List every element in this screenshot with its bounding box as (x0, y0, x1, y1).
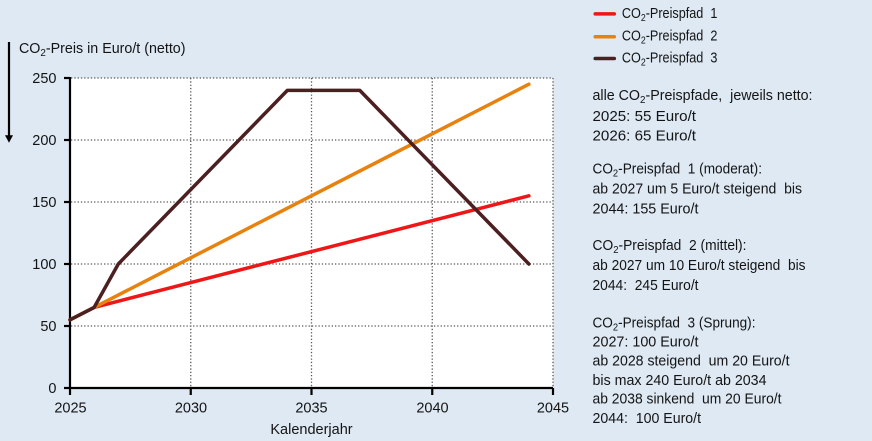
svg-text:2025: 55 Euro/t: 2025: 55 Euro/t (593, 109, 697, 125)
svg-text:alle CO2-Preispfade, jeweils: alle CO2-Preispfade, jeweils netto: (593, 88, 813, 106)
svg-text:CO2-Preispfad 3: CO2-Preispfad 3 (622, 51, 718, 69)
svg-text:0: 0 (48, 381, 56, 397)
svg-text:2040: 2040 (416, 401, 448, 417)
svg-text:2044: 245 Euro/t: 2044: 245 Euro/t (593, 278, 699, 294)
svg-text:ab 2027 um 10 Euro/t steigend: ab 2027 um 10 Euro/t steigend bis (593, 258, 806, 274)
svg-text:CO2-Preispfad 3 (Sprung):: CO2-Preispfad 3 (Sprung): (593, 316, 756, 334)
svg-text:2044: 155 Euro/t: 2044: 155 Euro/t (593, 201, 699, 217)
svg-text:100: 100 (32, 257, 56, 273)
svg-text:CO2-Preispfad 1: CO2-Preispfad 1 (622, 6, 718, 24)
svg-text:bis max 240 Euro/t ab 2034: bis max 240 Euro/t ab 2034 (593, 373, 767, 389)
svg-text:250: 250 (32, 71, 56, 87)
svg-text:50: 50 (40, 319, 56, 335)
svg-text:CO2-Preispfad 1 (moderat):: CO2-Preispfad 1 (moderat): (593, 162, 763, 180)
svg-text:2026: 65 Euro/t: 2026: 65 Euro/t (593, 129, 697, 145)
svg-text:ab 2038 sinkend um 20 Euro/t: ab 2038 sinkend um 20 Euro/t (593, 392, 782, 408)
svg-text:2025: 2025 (54, 401, 86, 417)
svg-text:CO2-Preispfad 2 (mittel):: CO2-Preispfad 2 (mittel): (593, 238, 747, 256)
svg-text:150: 150 (32, 195, 56, 211)
svg-text:Kalenderjahr: Kalenderjahr (270, 422, 352, 438)
svg-text:CO2-Preis in Euro/t (netto): CO2-Preis in Euro/t (netto) (19, 41, 186, 59)
svg-text:2027: 100 Euro/t: 2027: 100 Euro/t (593, 335, 699, 351)
svg-text:2030: 2030 (175, 401, 207, 417)
svg-text:200: 200 (32, 133, 56, 149)
svg-text:2044: 100 Euro/t: 2044: 100 Euro/t (593, 411, 702, 427)
svg-text:2035: 2035 (295, 401, 327, 417)
svg-text:2045: 2045 (537, 401, 569, 417)
svg-text:ab 2028 steigend um 20 Euro/t: ab 2028 steigend um 20 Euro/t (593, 354, 790, 370)
svg-text:ab 2027 um 5 Euro/t steigend: ab 2027 um 5 Euro/t steigend bis (593, 182, 803, 198)
svg-text:CO2-Preispfad 2: CO2-Preispfad 2 (622, 29, 718, 47)
